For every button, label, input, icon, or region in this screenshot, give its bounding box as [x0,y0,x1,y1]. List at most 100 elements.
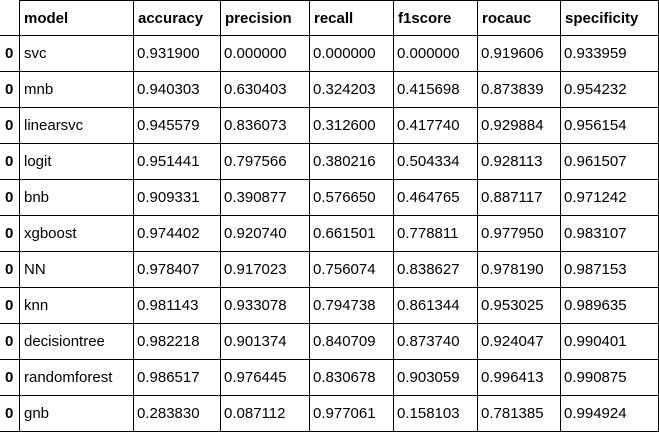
cell-rocauc: 0.887117 [477,179,561,216]
table-row: 0 gnb 0.283830 0.087112 0.977061 0.158103 0.78… [0,395,659,432]
table-body: 0 svc 0.931900 0.000000 0.000000 0.000000 0.91… [0,35,659,432]
row-index: 0 [0,71,20,108]
cell-model: randomforest [19,359,134,396]
cell-f1score: 0.861344 [393,287,478,324]
table-row: 0 NN 0.978407 0.917023 0.756074 0.838627 0.978… [0,251,659,288]
cell-f1score: 0.464765 [393,179,478,216]
cell-accuracy: 0.940303 [133,71,221,108]
column-header-specificity: specificity [560,0,659,36]
cell-rocauc: 0.781385 [477,395,561,432]
cell-precision: 0.836073 [220,107,310,144]
cell-recall: 0.000000 [309,35,394,72]
cell-precision: 0.390877 [220,179,310,216]
cell-precision: 0.917023 [220,251,310,288]
cell-recall: 0.380216 [309,143,394,180]
row-index: 0 [0,215,20,252]
cell-f1score: 0.838627 [393,251,478,288]
cell-model: NN [19,251,134,288]
cell-accuracy: 0.283830 [133,395,221,432]
row-index: 0 [0,323,20,360]
table-row: 0 linearsvc 0.945579 0.836073 0.312600 0.4177… [0,107,659,144]
table-row: 0 decisiontree 0.982218 0.901374 0.840709 0.8… [0,323,659,360]
cell-accuracy: 0.986517 [133,359,221,396]
cell-model: xgboost [19,215,134,252]
cell-model: linearsvc [19,107,134,144]
cell-model: knn [19,287,134,324]
cell-specificity: 0.933959 [560,35,659,72]
table-row: 0 xgboost 0.974402 0.920740 0.661501 0.778811… [0,215,659,252]
index-header [0,0,20,36]
cell-f1score: 0.903059 [393,359,478,396]
header-row: model accuracy precision recall f1score … [0,0,659,36]
cell-recall: 0.830678 [309,359,394,396]
cell-f1score: 0.158103 [393,395,478,432]
cell-specificity: 0.990401 [560,323,659,360]
row-index: 0 [0,287,20,324]
cell-f1score: 0.873740 [393,323,478,360]
cell-model: gnb [19,395,134,432]
cell-specificity: 0.954232 [560,71,659,108]
cell-accuracy: 0.981143 [133,287,221,324]
table-row: 0 knn 0.981143 0.933078 0.794738 0.861344 0.95… [0,287,659,324]
cell-model: svc [19,35,134,72]
cell-accuracy: 0.945579 [133,107,221,144]
column-header-model: model [19,0,134,36]
cell-specificity: 0.956154 [560,107,659,144]
row-index: 0 [0,251,20,288]
cell-recall: 0.794738 [309,287,394,324]
cell-precision: 0.920740 [220,215,310,252]
cell-rocauc: 0.873839 [477,71,561,108]
cell-rocauc: 0.928113 [477,143,561,180]
cell-specificity: 0.987153 [560,251,659,288]
column-header-recall: recall [309,0,394,36]
cell-f1score: 0.778811 [393,215,478,252]
cell-specificity: 0.961507 [560,143,659,180]
cell-specificity: 0.994924 [560,395,659,432]
cell-precision: 0.976445 [220,359,310,396]
column-header-precision: precision [220,0,310,36]
cell-f1score: 0.415698 [393,71,478,108]
cell-accuracy: 0.974402 [133,215,221,252]
cell-precision: 0.630403 [220,71,310,108]
table-row: 0 bnb 0.909331 0.390877 0.576650 0.464765 0.88… [0,179,659,216]
cell-accuracy: 0.978407 [133,251,221,288]
cell-model: decisiontree [19,323,134,360]
cell-rocauc: 0.977950 [477,215,561,252]
cell-specificity: 0.989635 [560,287,659,324]
cell-recall: 0.312600 [309,107,394,144]
column-header-f1score: f1score [393,0,478,36]
table-header: model accuracy precision recall f1score … [0,0,659,36]
cell-specificity: 0.971242 [560,179,659,216]
cell-precision: 0.797566 [220,143,310,180]
cell-accuracy: 0.951441 [133,143,221,180]
cell-rocauc: 0.978190 [477,251,561,288]
cell-accuracy: 0.931900 [133,35,221,72]
cell-precision: 0.000000 [220,35,310,72]
cell-accuracy: 0.982218 [133,323,221,360]
cell-model: bnb [19,179,134,216]
cell-specificity: 0.990875 [560,359,659,396]
row-index: 0 [0,179,20,216]
cell-accuracy: 0.909331 [133,179,221,216]
table-row: 0 mnb 0.940303 0.630403 0.324203 0.415698 0.87… [0,71,659,108]
cell-precision: 0.933078 [220,287,310,324]
cell-f1score: 0.504334 [393,143,478,180]
cell-precision: 0.901374 [220,323,310,360]
row-index: 0 [0,395,20,432]
row-index: 0 [0,143,20,180]
cell-f1score: 0.000000 [393,35,478,72]
table-row: 0 logit 0.951441 0.797566 0.380216 0.504334 0.… [0,143,659,180]
row-index: 0 [0,107,20,144]
row-index: 0 [0,359,20,396]
column-header-rocauc: rocauc [477,0,561,36]
cell-rocauc: 0.953025 [477,287,561,324]
cell-recall: 0.756074 [309,251,394,288]
row-index: 0 [0,35,20,72]
table-row: 0 svc 0.931900 0.000000 0.000000 0.000000 0.91… [0,35,659,72]
cell-recall: 0.576650 [309,179,394,216]
table-row: 0 randomforest 0.986517 0.976445 0.830678 0.9… [0,359,659,396]
cell-precision: 0.087112 [220,395,310,432]
cell-recall: 0.840709 [309,323,394,360]
cell-rocauc: 0.919606 [477,35,561,72]
